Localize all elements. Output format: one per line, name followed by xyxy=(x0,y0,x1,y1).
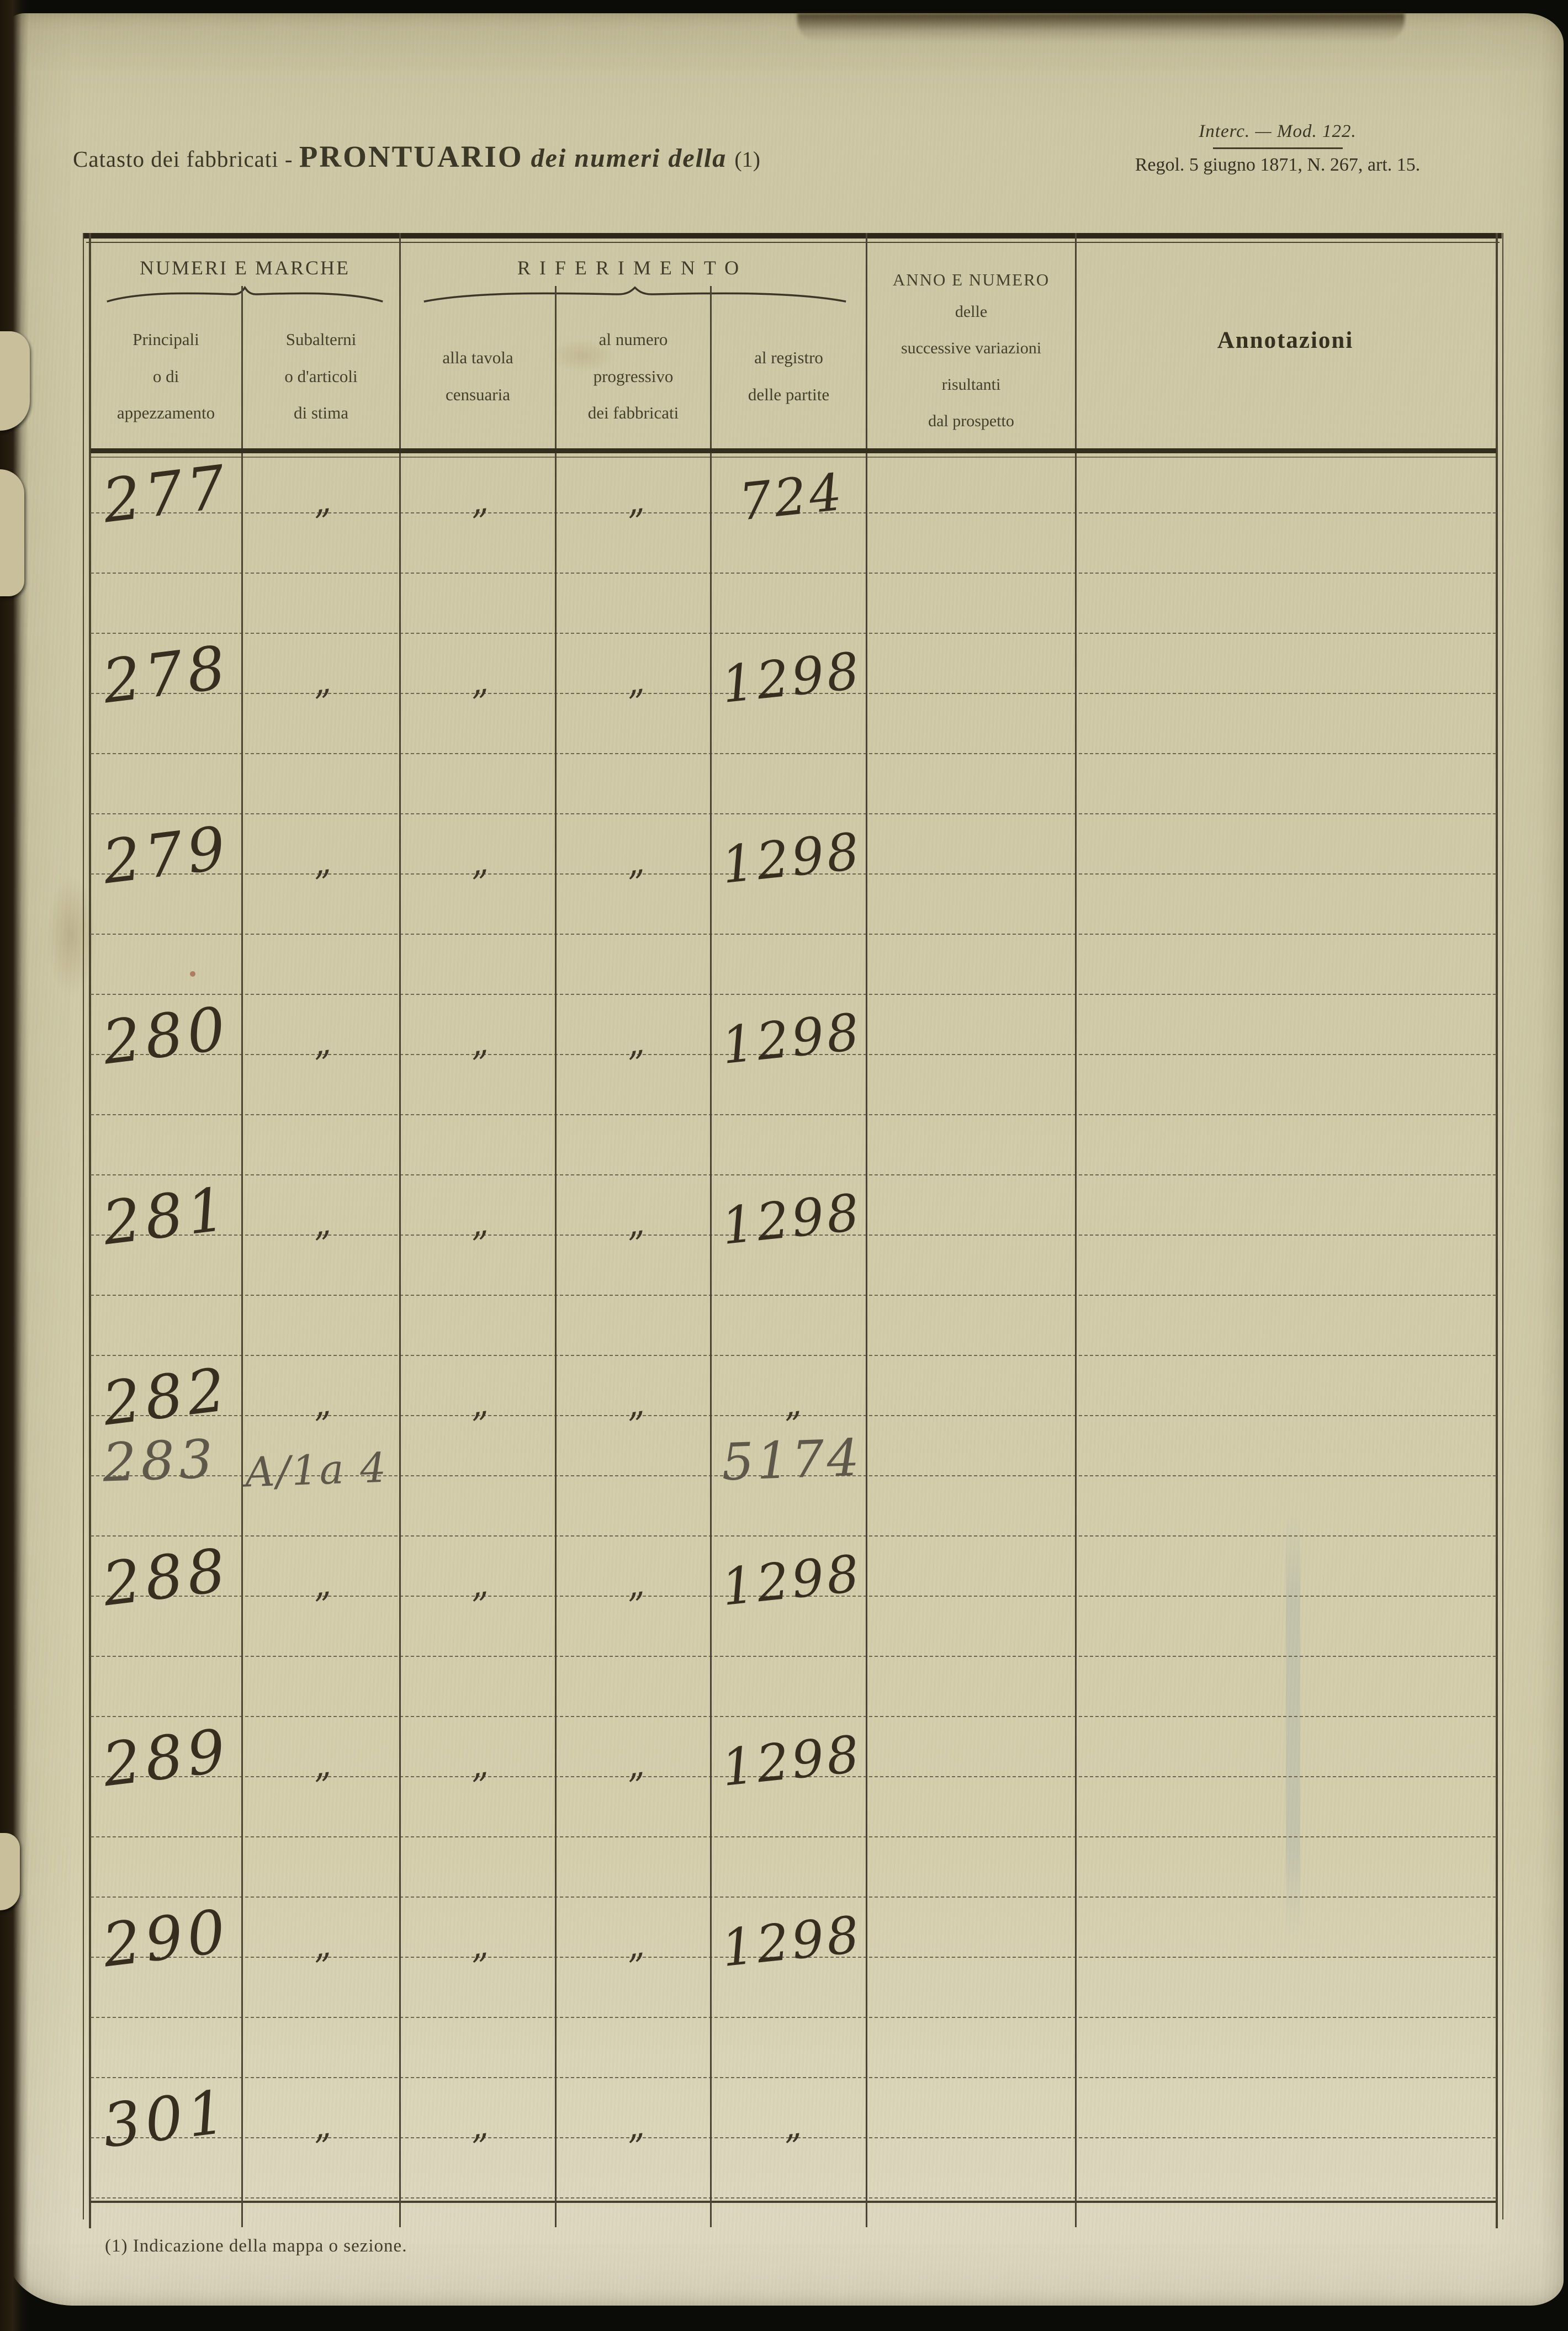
table-row: 277 „ „ „ 724 xyxy=(91,452,1496,537)
footnote: (1) Indicazione della mappa o sezione. xyxy=(105,2236,407,2256)
table-row: 280 „ „ „ 1298 xyxy=(91,994,1496,1078)
header-rule xyxy=(555,286,557,448)
entry-principale: 283 xyxy=(102,1428,219,1494)
ruled-line xyxy=(91,935,1496,995)
ruled-line xyxy=(91,513,1496,574)
book-binding-edge xyxy=(0,0,30,2331)
group-header-riferimento: RIFERIMENTO xyxy=(517,257,748,279)
ruled-line xyxy=(91,1837,1496,1898)
ruled-line xyxy=(91,2018,1496,2078)
header-rule xyxy=(866,233,867,448)
title-main: PRONTUARIO xyxy=(299,140,523,173)
column-rule xyxy=(399,453,401,2227)
table-row: 278 „ „ „ 1298 xyxy=(91,633,1496,717)
group-header-numeri-e-marche: NUMERI E MARCHE xyxy=(139,257,350,279)
column-header-tavola: alla tavola censuaria xyxy=(442,348,513,404)
form-reference-block: Interc. — Mod. 122. Regol. 5 giugno 1871… xyxy=(1123,121,1432,176)
title-italic: dei numeri della xyxy=(523,144,735,173)
title-note-ref: (1) xyxy=(734,147,760,172)
table-body: 277 „ „ „ 724 278 „ „ „ 1298 279 „ „ „ 1298 280 „ „ „ 1298 2… xyxy=(91,452,1496,2227)
ruled-line xyxy=(91,1115,1496,1175)
ruled-line xyxy=(91,1476,1496,1537)
header-underline xyxy=(91,457,1496,458)
table-row: 289 „ „ „ 1298 xyxy=(91,1716,1496,1800)
table-row: 301 „ „ „ „ xyxy=(91,2077,1496,2162)
column-header-progressivo: al numero progressivo dei fabbricati xyxy=(587,330,679,423)
column-header-annotazioni: Annotazioni xyxy=(1077,233,1494,448)
column-rule xyxy=(866,453,867,2227)
ruled-line xyxy=(91,1296,1496,1356)
ruled-line xyxy=(91,1657,1496,1717)
table-row: 281 „ „ „ 1298 xyxy=(91,1174,1496,1259)
page-edge-smudge xyxy=(797,13,1405,42)
ruled-line xyxy=(91,1597,1496,1657)
ruled-line xyxy=(91,2138,1496,2198)
column-header-registro: al registro delle partite xyxy=(748,348,830,404)
ruled-line xyxy=(91,754,1496,814)
ruled-line xyxy=(91,1055,1496,1115)
form-model-label: Interc. — Mod. 122. xyxy=(1199,121,1357,141)
table-row: 283 A/1a 4 5174 xyxy=(91,1416,1496,1496)
column-rule xyxy=(555,453,557,2227)
column-header-principali: Principali o di appezzamento xyxy=(116,330,215,423)
table-row: 282 „ „ „ „ xyxy=(91,1355,1496,1439)
divider-rule xyxy=(1212,147,1343,149)
entry-subalterno: A/1a 4 xyxy=(244,1444,389,1497)
title-prefix: Catasto dei fabbricati - xyxy=(73,146,299,172)
regulation-label: Regol. 5 giugno 1871, N. 267, art. 15. xyxy=(1135,155,1421,175)
torn-paper-piece xyxy=(0,1833,20,1910)
ruled-line xyxy=(91,574,1496,634)
column-header-variazioni: ANNO E NUMERO delle successive variazion… xyxy=(867,262,1075,444)
header-rule xyxy=(1075,233,1077,448)
table-border-right xyxy=(1496,233,1498,2228)
column-rule xyxy=(241,453,243,2227)
torn-paper-piece xyxy=(0,331,30,431)
table-border-left xyxy=(89,233,91,2228)
table-border-left-outer xyxy=(83,233,84,2219)
entry-registro: 5174 xyxy=(721,1428,863,1492)
table-row: 290 „ „ „ 1298 xyxy=(91,1896,1496,1981)
prontuario-table: NUMERI E MARCHE RIFERIMENTO Principali o… xyxy=(83,233,1503,2228)
header-rule xyxy=(241,286,243,448)
table-row: 279 „ „ „ 1298 xyxy=(91,813,1496,898)
ruled-line xyxy=(91,1777,1496,1837)
ruled-line xyxy=(91,694,1496,754)
column-rule xyxy=(1075,453,1077,2227)
column-rule xyxy=(710,453,712,2227)
page-title: Catasto dei fabbricati - PRONTUARIO dei … xyxy=(73,139,760,174)
annotazioni-label: Annotazioni xyxy=(1217,327,1354,353)
brace-numeri xyxy=(103,286,387,303)
torn-paper-piece xyxy=(0,469,24,596)
column-header-subalterni: Subalterni o d'articoli di stima xyxy=(284,330,358,423)
brace-riferimento xyxy=(417,286,852,303)
table-border-top-inner xyxy=(86,242,1500,243)
table-border-top xyxy=(83,233,1502,239)
table-header: NUMERI E MARCHE RIFERIMENTO Principali o… xyxy=(91,233,1496,453)
table-border-right-outer xyxy=(1502,233,1503,2219)
ruled-line xyxy=(91,1236,1496,1296)
header-rule xyxy=(399,233,401,448)
ruled-line xyxy=(91,875,1496,935)
table-row: 288 „ „ „ 1298 xyxy=(91,1535,1496,1620)
ruled-line xyxy=(91,1958,1496,2018)
page-paper: Catasto dei fabbricati - PRONTUARIO dei … xyxy=(8,13,1564,2306)
variazioni-title: ANNO E NUMERO xyxy=(892,270,1050,290)
variazioni-sublines: delle successive variazioni risultanti d… xyxy=(900,302,1042,430)
header-rule xyxy=(710,286,712,448)
